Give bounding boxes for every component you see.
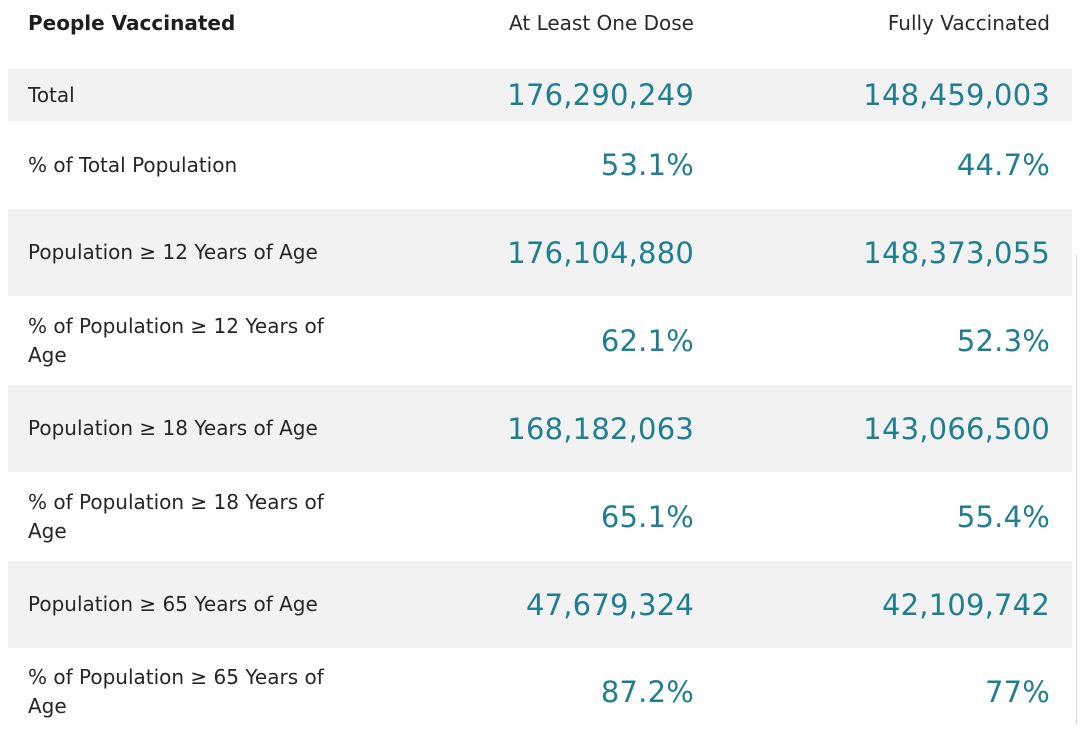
- row-full-value: 55.4%: [956, 499, 1050, 534]
- row-dose1-value: 62.1%: [600, 323, 694, 358]
- row-dose1-value: 176,104,880: [507, 235, 694, 270]
- row-full-value: 148,459,003: [863, 78, 1050, 112]
- row-dose1-value: 168,182,063: [507, 411, 694, 446]
- row-full-value: 77%: [984, 675, 1050, 709]
- table-row-pct-total: % of Total Population 53.1% 44.7%: [8, 121, 1072, 209]
- header-fully-vaccinated: Fully Vaccinated: [887, 11, 1050, 35]
- row-dose1-value: 65.1%: [600, 499, 694, 534]
- row-label: Total: [28, 82, 75, 107]
- row-dose1-value: 47,679,324: [525, 587, 694, 622]
- row-dose1-value: 53.1%: [600, 148, 694, 182]
- table-header: People Vaccinated At Least One Dose Full…: [8, 0, 1072, 46]
- header-people-vaccinated: People Vaccinated: [28, 10, 236, 35]
- table-row-pct-65: % of Population ≥ 65 Years of Age 87.2% …: [8, 648, 1072, 736]
- row-label: % of Population ≥ 65 Years of Age: [28, 665, 324, 718]
- row-full-value: 143,066,500: [863, 411, 1050, 446]
- row-label: % of Population ≥ 18 Years of Age: [28, 489, 324, 543]
- row-label: % of Population ≥ 12 Years of Age: [28, 313, 324, 367]
- row-full-value: 148,373,055: [863, 235, 1050, 270]
- row-full-value: 42,109,742: [881, 587, 1050, 622]
- table-row-pct-18: % of Population ≥ 18 Years of Age 65.1% …: [8, 472, 1072, 561]
- row-dose1-value: 87.2%: [600, 675, 694, 709]
- vaccination-table: People Vaccinated At Least One Dose Full…: [8, 0, 1072, 736]
- row-full-value: 52.3%: [956, 323, 1050, 358]
- row-label: % of Total Population: [28, 152, 238, 177]
- header-gap: [8, 46, 1072, 69]
- table-row-pop-18: Population ≥ 18 Years of Age 168,182,063…: [8, 385, 1072, 472]
- table-row-total: Total 176,290,249 148,459,003: [8, 69, 1072, 121]
- row-label: Population ≥ 12 Years of Age: [28, 240, 318, 264]
- table-row-pop-65: Population ≥ 65 Years of Age 47,679,324 …: [8, 561, 1072, 648]
- table-row-pop-12: Population ≥ 12 Years of Age 176,104,880…: [8, 209, 1072, 296]
- row-label: Population ≥ 18 Years of Age: [28, 416, 318, 440]
- row-dose1-value: 176,290,249: [507, 78, 694, 112]
- row-full-value: 44.7%: [956, 148, 1050, 182]
- table-row-pct-12: % of Population ≥ 12 Years of Age 62.1% …: [8, 296, 1072, 385]
- header-at-least-one-dose: At Least One Dose: [509, 11, 694, 35]
- row-label: Population ≥ 65 Years of Age: [28, 592, 318, 616]
- scrollbar-track[interactable]: [1076, 255, 1077, 725]
